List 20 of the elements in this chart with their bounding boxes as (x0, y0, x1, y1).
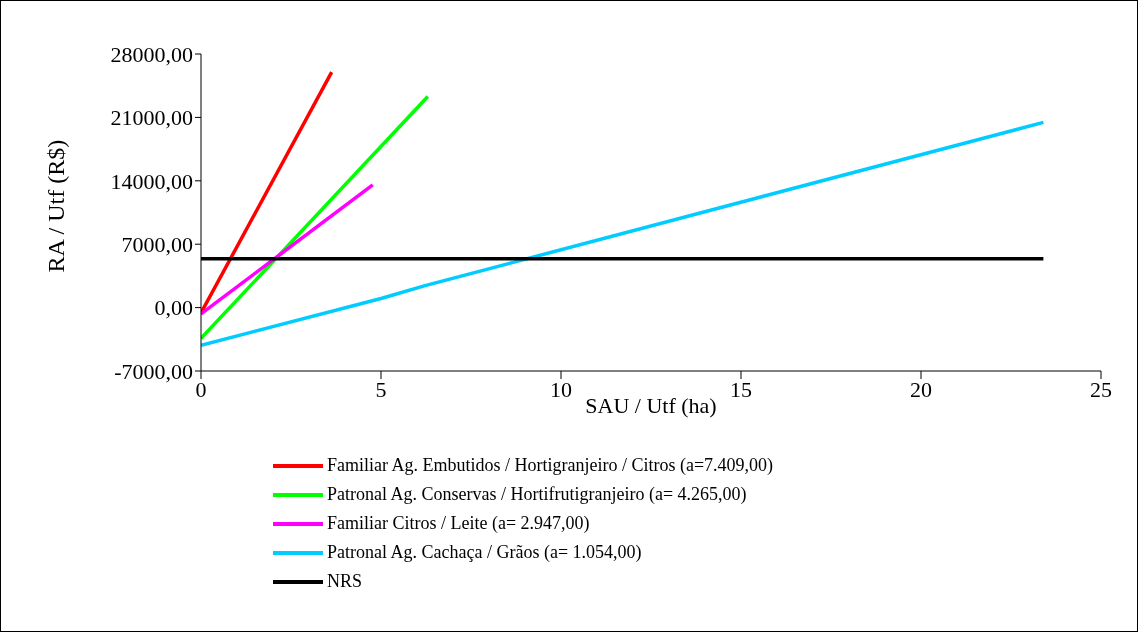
y-tick-label: 28000,00 (110, 41, 193, 67)
line-series (201, 120, 1046, 347)
x-tick-label: 25 (1090, 376, 1112, 402)
x-tick-label: 5 (375, 376, 387, 402)
x-tick-label: 20 (910, 376, 932, 402)
y-axis-title: RA / Utf (R$) (42, 139, 69, 273)
legend-label: NRS (327, 570, 363, 593)
x-tick-label: 0 (195, 376, 207, 402)
legend-label: Familiar Ag. Embutidos / Hortigranjeiro / Citros (a=7.409,00) (327, 454, 774, 477)
x-axis-title: SAU / Utf (ha) (585, 393, 717, 418)
y-tick-label: 7000,00 (121, 232, 193, 258)
legend-label: Patronal Ag. Cachaça / Grãos (a= 1.054,00) (327, 541, 642, 564)
x-tick-label: 15 (730, 376, 752, 402)
y-tick-label: 0,00 (154, 295, 193, 321)
x-tick-label: 10 (550, 376, 572, 402)
legend-label: Familiar Citros / Leite (a= 2.947,00) (327, 512, 590, 535)
y-tick-label: 14000,00 (110, 168, 193, 194)
legend-label: Patronal Ag. Conservas / Hortifrutigranjeiro (a= 4.265,00) (327, 483, 747, 506)
y-tick-label: -7000,00 (114, 358, 193, 384)
y-tick-label: 21000,00 (110, 105, 193, 131)
